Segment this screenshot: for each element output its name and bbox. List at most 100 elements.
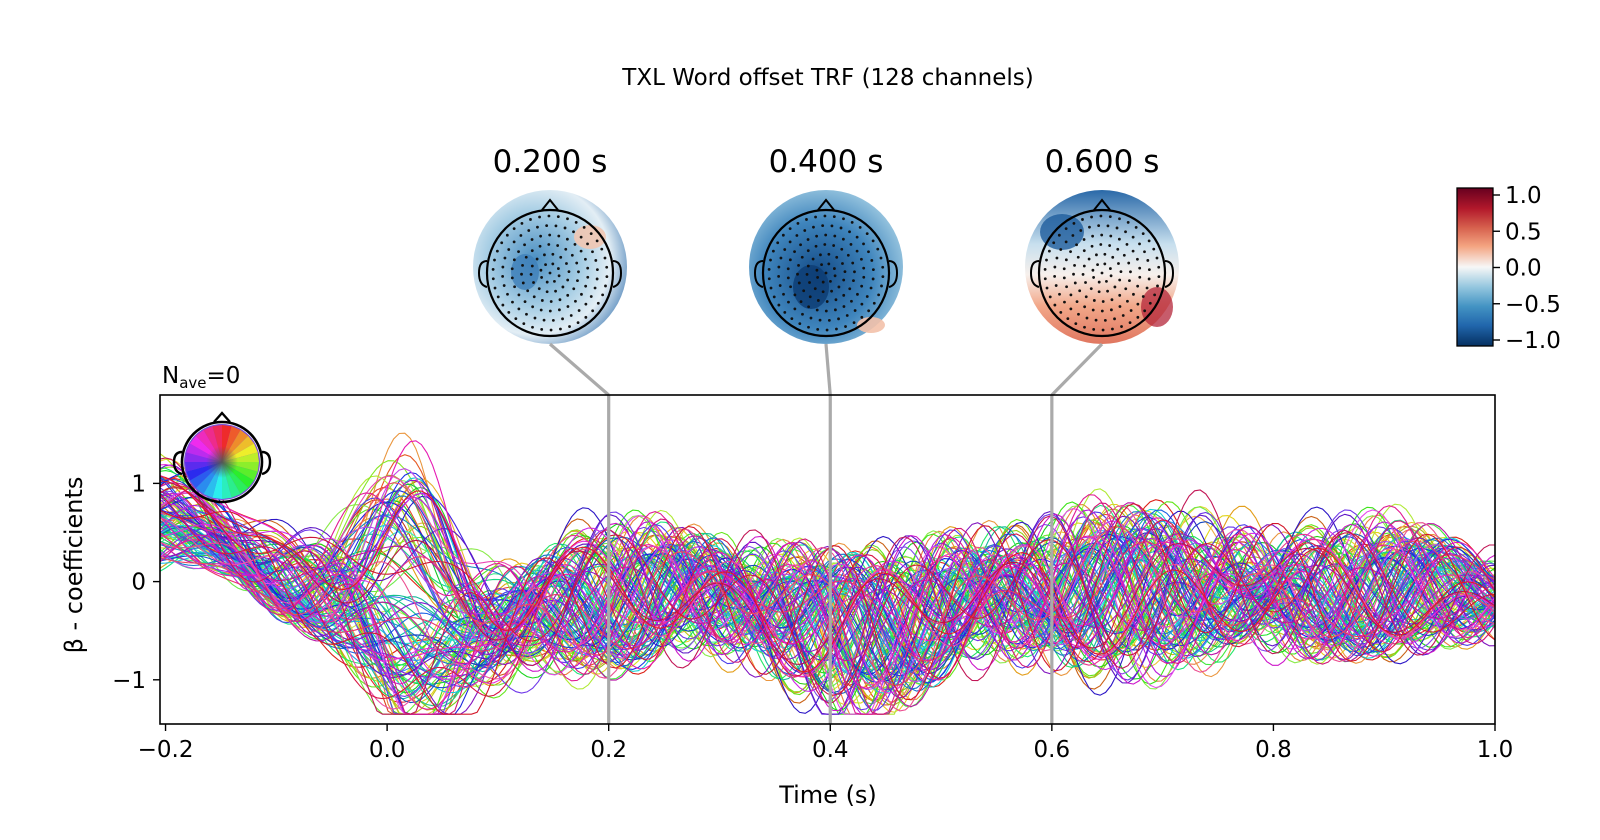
subtitle-sub: ave [179,374,206,392]
sensor-dot [818,318,822,322]
sensor-dot [500,241,504,245]
sensor-dot [572,230,575,234]
sensor-dot [501,274,505,278]
sensor-dot [566,217,569,221]
sensor-dot [547,214,551,218]
sensor-dot [849,242,853,246]
sensor-dot [1126,299,1129,303]
legend-center [206,446,238,478]
sensor-dot [551,252,555,256]
sensor-dot [1043,277,1047,281]
sensor-dot [1084,295,1088,299]
sensor-dot [797,281,801,285]
sensor-dot [805,272,809,276]
sensor-dot [860,315,864,319]
channel-trace [160,489,1495,670]
sensor-dot [806,238,810,241]
sensor-dot [871,239,875,243]
channel-trace [160,482,1495,687]
y-tick-label: 1 [131,471,146,497]
sensor-dot [554,224,558,228]
sensor-dot [823,214,827,218]
sensor-dot [1141,232,1145,236]
sensor-dot [881,275,885,279]
sensor-dot [595,268,599,272]
channel-trace [160,515,1495,715]
sensor-dot [589,295,593,298]
sensor-dot [813,287,817,291]
sensor-dot [496,295,500,299]
sensor-dot [579,249,583,253]
channel-trace [160,520,1495,694]
channel-trace [160,475,1495,673]
sensor-dot [808,295,812,299]
sensor-dot [795,234,799,237]
legend-left-ear [172,450,183,476]
sensor-dot [841,262,844,265]
sensor-dot [1103,262,1107,266]
sensor-dot [1089,287,1093,291]
channel-trace [160,497,1495,711]
sensor-dot [507,248,511,251]
sensor-dot [1090,244,1094,248]
sensor-dot [531,305,535,309]
sensor-dot [767,277,771,281]
sensor-dot [1069,250,1072,254]
colorbar-tick-label: 0.0 [1505,256,1542,282]
sensor-dot [821,224,825,228]
sensor-dot [1111,327,1114,331]
channel-trace [160,526,1495,704]
sensor-dot [772,295,776,299]
sensor-dot [835,255,839,259]
colorbar-tick-label: 0.5 [1505,219,1542,245]
sensor-dot [787,300,790,304]
sensor-dot [842,305,846,308]
channel-trace [160,487,1495,696]
sensor-dot [600,247,604,251]
sensor-dot [867,250,870,254]
sensor-dot [862,275,866,279]
sensor-dot [517,293,521,297]
x-tick-label: 0.0 [369,737,406,763]
sensor-dot [512,227,516,231]
sensor-dot [491,267,495,271]
sensor-dot [771,249,775,253]
sensor-dot [565,237,569,241]
sensor-dot [535,257,539,261]
sensor-dot [793,250,796,254]
sensor-dot [1087,257,1091,261]
sensor-dot [1076,255,1080,259]
sensor-dot [556,244,560,247]
sensor-dot [566,305,570,308]
sensor-dot [1071,234,1075,237]
sensor-dot [1117,237,1121,241]
sensor-dot [520,272,523,276]
sensor-dot [782,292,785,296]
channel-trace [160,487,1495,688]
sensor-dot [788,227,792,231]
sensor-dot [532,281,535,284]
x-tick-label: 1.0 [1477,737,1514,763]
sensor-dot [1132,292,1135,296]
y-ticks: 1 0 −1 [112,471,160,694]
sensor-dot [1117,262,1120,265]
sensor-dot [845,314,849,317]
sensor-dot [1136,284,1140,288]
sensor-dot [1054,284,1058,287]
sensor-dot [1126,220,1130,224]
sensor-dot [502,284,506,287]
sensor-dot [793,293,797,297]
sensor-dot [877,293,881,297]
sensor-dot [584,302,588,306]
sensor-dot [567,270,571,274]
sensor-dot [549,300,553,303]
sensor-dot [824,233,828,237]
sensor-dot [881,265,885,269]
sensor-dot [1092,327,1096,331]
sensor-dot [529,218,532,221]
sensor-dot [584,257,587,261]
channel-trace [160,475,1495,686]
sensor-dot [1153,293,1157,297]
sensor-dot [503,256,507,260]
sensor-dot [1125,242,1129,246]
